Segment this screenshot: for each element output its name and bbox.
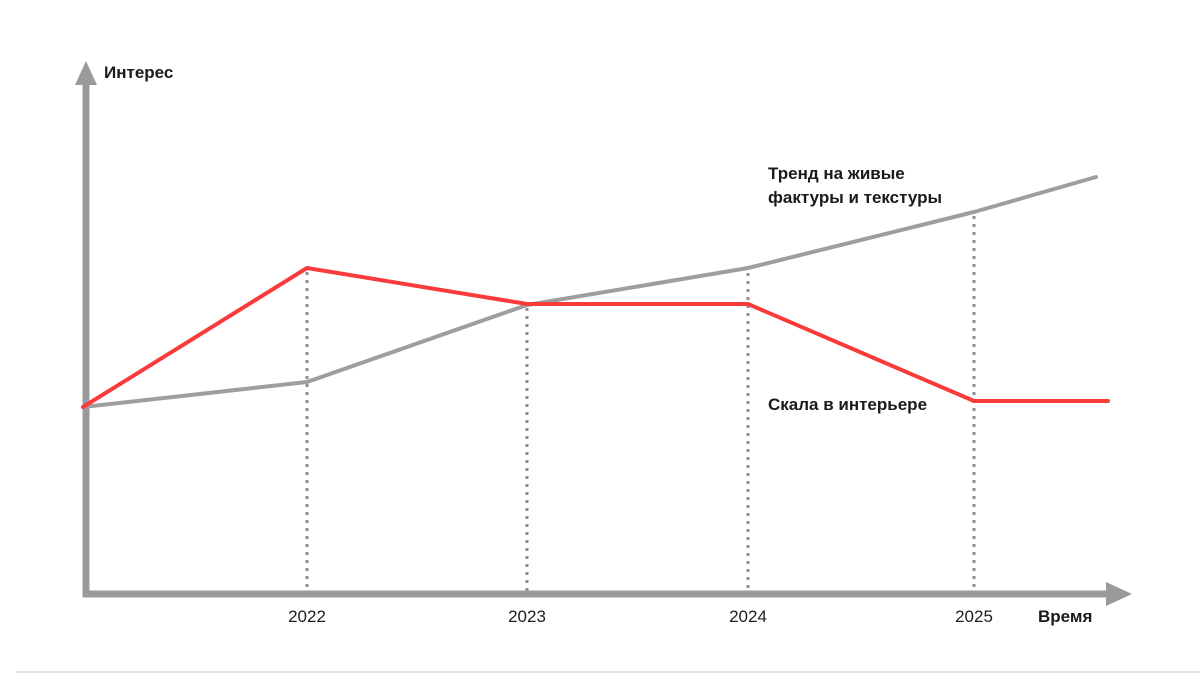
gray-series-annotation: Тренд на живые фактуры и текстуры <box>768 164 943 207</box>
x-tick-2023: 2023 <box>508 607 546 626</box>
x-axis-label: Время <box>1038 607 1093 626</box>
red-series-annotation: Скала в интерьере <box>768 395 928 414</box>
y-axis-label: Интерес <box>104 63 174 82</box>
x-tick-2025: 2025 <box>955 607 993 626</box>
footer-divider <box>16 671 1200 673</box>
x-tick-2022: 2022 <box>288 607 326 626</box>
x-tick-2024: 2024 <box>729 607 767 626</box>
